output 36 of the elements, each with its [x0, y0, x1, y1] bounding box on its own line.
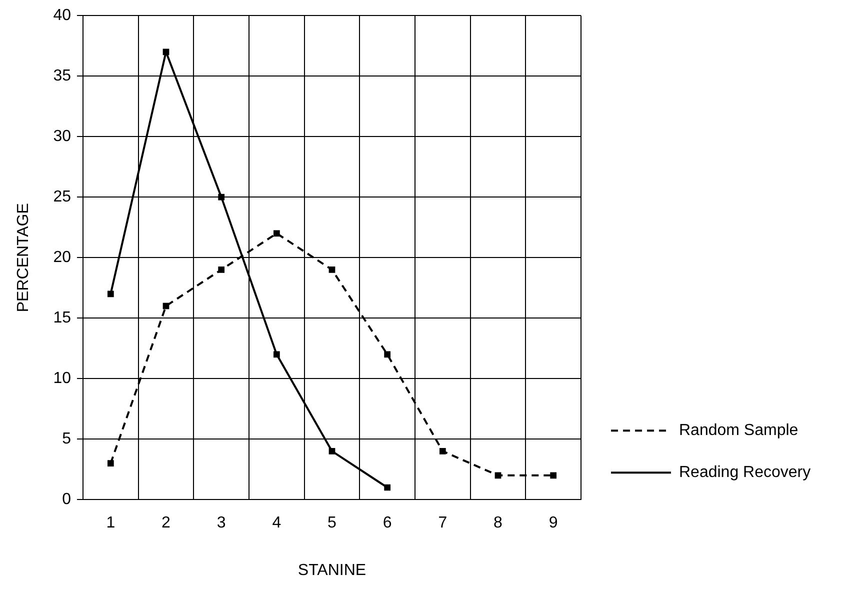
point [273, 351, 280, 358]
point [550, 472, 557, 479]
point [384, 484, 391, 491]
point [218, 266, 225, 273]
legend-label: Random Sample [679, 422, 798, 440]
y-tick-label: 0 [62, 491, 72, 508]
x-tick-label: 8 [494, 514, 503, 532]
y-tick-label: 15 [53, 310, 72, 327]
x-tick-label: 2 [162, 514, 171, 532]
y-tick-label: 40 [53, 7, 72, 24]
x-tick-label: 7 [438, 514, 448, 532]
y-tick-label: 25 [53, 188, 72, 206]
point [107, 290, 114, 298]
x-tick-label: 1 [106, 514, 116, 532]
point [494, 472, 502, 479]
y-tick-label: 20 [53, 249, 72, 266]
y-tick-label: 10 [53, 370, 72, 388]
x-tick-label: 3 [216, 514, 226, 532]
point [439, 448, 446, 454]
x-tick-label: 5 [328, 514, 337, 532]
point [328, 448, 336, 454]
y-tick-label: 30 [53, 128, 72, 146]
point [384, 351, 391, 358]
point [107, 460, 114, 466]
x-tick-label: 6 [382, 514, 392, 532]
y-tick-label: 5 [62, 430, 72, 448]
point [218, 194, 225, 200]
x-tick-label: 9 [548, 514, 558, 532]
y-axis-title: PERCENTAGE [15, 203, 32, 312]
point [162, 48, 170, 56]
x-axis-title: STANINE [298, 562, 366, 579]
x-tick-label: 4 [272, 514, 282, 532]
y-tick-label: 35 [53, 68, 72, 85]
point [328, 266, 336, 273]
legend-label: Reading Recovery [679, 464, 811, 482]
point [273, 230, 280, 237]
